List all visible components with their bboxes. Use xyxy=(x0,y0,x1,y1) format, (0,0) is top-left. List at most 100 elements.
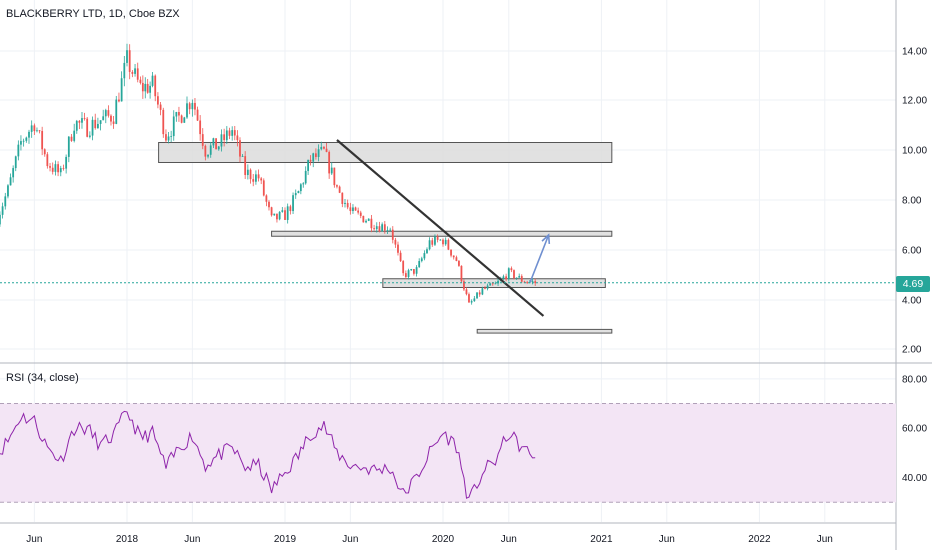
candle-body xyxy=(141,82,144,92)
candle-body xyxy=(349,207,352,212)
candle-body xyxy=(246,169,249,176)
candle-body xyxy=(170,136,173,137)
candle-body xyxy=(513,270,515,279)
candle-body xyxy=(399,252,402,262)
candle-body xyxy=(386,230,389,231)
candle-body xyxy=(436,236,439,240)
candle-body xyxy=(468,294,470,303)
candle-body xyxy=(320,146,323,150)
candle-body xyxy=(365,220,367,223)
rsi-band xyxy=(0,403,896,503)
candle-body xyxy=(201,134,204,146)
candle-body xyxy=(439,239,442,241)
candle-body xyxy=(284,210,286,220)
time-tick-label-3: 2019 xyxy=(274,534,297,545)
candle-body xyxy=(309,159,312,162)
candle-body xyxy=(43,149,46,155)
candle-body xyxy=(151,75,154,86)
candle-body xyxy=(333,167,336,186)
candle-body xyxy=(367,218,370,221)
candle-body xyxy=(302,183,305,185)
candle-body xyxy=(204,145,207,157)
candle-body xyxy=(215,138,217,150)
candle-body xyxy=(338,186,341,193)
candle-body xyxy=(444,239,447,245)
time-tick-label-4: Jun xyxy=(342,534,358,545)
candle-body xyxy=(70,136,73,141)
candle-body xyxy=(413,269,415,274)
price-tick-label-3: 8.00 xyxy=(902,196,922,207)
candle-body xyxy=(191,102,194,110)
candle-body xyxy=(36,130,38,132)
candle-body xyxy=(196,109,199,121)
candle-body xyxy=(281,210,284,212)
candle-body xyxy=(225,130,228,141)
candle-body xyxy=(534,281,537,284)
candle-body xyxy=(402,261,405,274)
candle-body xyxy=(231,130,234,136)
rsi-line xyxy=(0,410,536,499)
candle-body xyxy=(486,285,489,289)
candle-body xyxy=(450,249,452,256)
rsi-tick-label-1: 60.00 xyxy=(902,424,927,435)
candle-body xyxy=(473,298,476,302)
candle-body xyxy=(323,146,325,149)
candle-body xyxy=(128,50,131,72)
candle-body xyxy=(217,146,220,150)
candle-body xyxy=(255,174,257,182)
candle-body xyxy=(307,159,310,171)
candle-body xyxy=(352,207,354,212)
candle-body xyxy=(22,140,25,142)
candle-body xyxy=(336,185,338,187)
candle-body xyxy=(220,134,223,147)
candle-body xyxy=(391,229,394,240)
candle-body xyxy=(172,116,175,137)
candle-body xyxy=(154,75,157,97)
candle-body xyxy=(110,115,112,122)
time-tick-label-8: Jun xyxy=(659,534,675,545)
candle-body xyxy=(447,239,450,250)
candle-body xyxy=(378,226,381,232)
candle-body xyxy=(252,179,255,182)
candle-body xyxy=(458,260,460,266)
candle-body xyxy=(57,164,59,173)
candle-body xyxy=(139,79,142,83)
candle-body xyxy=(94,119,97,129)
candle-body xyxy=(315,153,317,157)
candle-body xyxy=(418,261,421,268)
candle-body xyxy=(330,167,333,174)
candle-body xyxy=(494,283,497,285)
candle-body xyxy=(278,211,281,220)
time-tick-label-7: 2021 xyxy=(590,534,613,545)
candle-body xyxy=(97,123,99,129)
time-tick-label-2: Jun xyxy=(184,534,200,545)
candle-body xyxy=(99,120,102,124)
candle-body xyxy=(25,137,28,141)
candle-body xyxy=(476,292,478,299)
candle-body xyxy=(78,120,81,123)
candle-body xyxy=(83,118,86,119)
candle-body xyxy=(134,68,136,74)
candle-body xyxy=(373,228,375,230)
candle-body xyxy=(4,196,7,207)
candle-body xyxy=(41,131,44,150)
candle-body xyxy=(420,258,423,262)
candle-body xyxy=(520,276,523,282)
last-price-badge: 4.69 xyxy=(896,276,930,292)
candle-body xyxy=(228,130,231,136)
candle-body xyxy=(407,270,410,277)
candle-body xyxy=(531,281,534,282)
candle-body xyxy=(9,177,12,186)
zone-rect-0 xyxy=(158,142,613,163)
candle-body xyxy=(463,281,465,290)
candle-body xyxy=(28,131,30,138)
candle-body xyxy=(183,117,186,123)
candle-body xyxy=(276,213,278,220)
candle-body xyxy=(404,273,407,277)
candle-body xyxy=(7,185,9,197)
candle-body xyxy=(328,151,331,174)
candle-body xyxy=(107,110,110,116)
candle-body xyxy=(65,156,68,169)
trendline xyxy=(336,139,545,317)
